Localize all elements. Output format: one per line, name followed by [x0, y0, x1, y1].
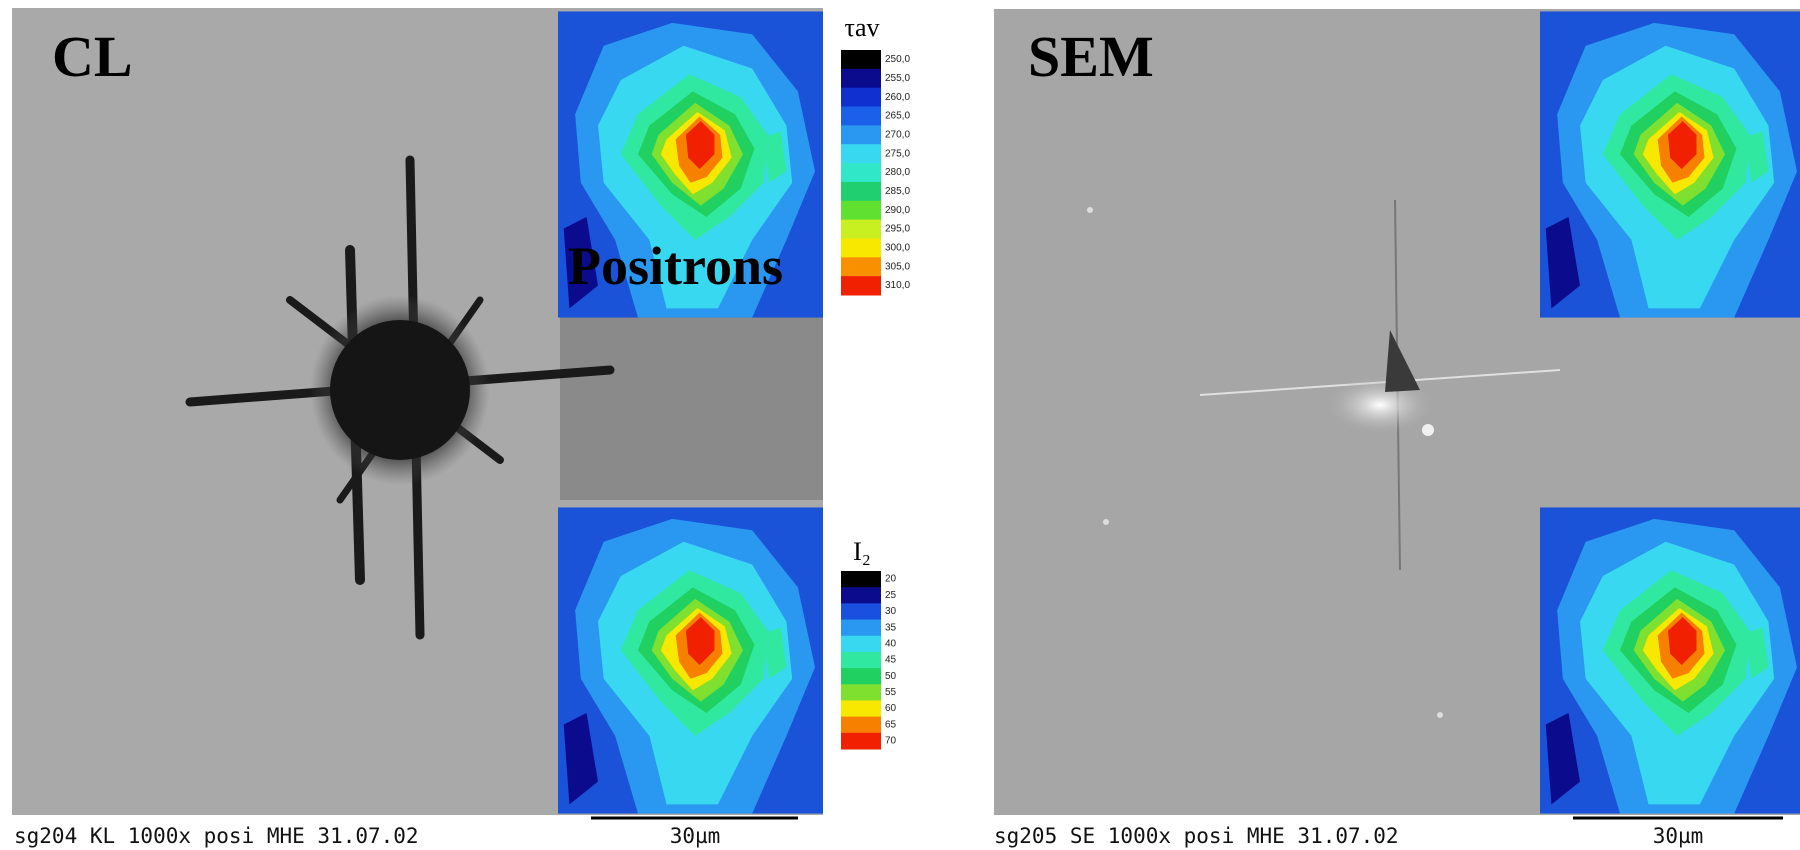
scale-label: 30µm [1653, 824, 1704, 848]
colorbar-label: 20 [885, 574, 897, 585]
colorbar-band [841, 257, 881, 276]
colorbar-band [841, 620, 881, 637]
colorbar-label: 25 [885, 590, 897, 601]
colorbar-label: 30 [885, 606, 897, 617]
colorbar-band [841, 50, 881, 69]
panel-label: SEM [1028, 24, 1154, 89]
contour-map [1540, 11, 1800, 317]
colorbar-label: 70 [885, 736, 897, 747]
colorbar-band [841, 571, 881, 588]
colorbar-band [841, 238, 881, 257]
colorbar-label: 260,0 [885, 92, 910, 103]
colorbar-band [841, 107, 881, 126]
colorbar-band [841, 652, 881, 669]
colorbar-label: 280,0 [885, 167, 910, 178]
colorbar-label: 300,0 [885, 243, 910, 254]
colorbar-band [841, 717, 881, 734]
colorbar-label: 305,0 [885, 261, 910, 272]
colorbar-band [841, 684, 881, 701]
colorbar-band [841, 125, 881, 144]
colorbar-label: 290,0 [885, 205, 910, 216]
colorbar-band [841, 733, 881, 750]
inset-label: Positrons [568, 236, 783, 296]
caption: sg205 SE 1000x posi MHE 31.07.02 [994, 824, 1399, 848]
figure: CL SEM Positrons sg204 KL 1000x posi MHE… [0, 0, 1800, 850]
colorbar-band [841, 668, 881, 685]
colorbar-label: 250,0 [885, 54, 910, 65]
colorbar-band [841, 88, 881, 107]
colorbar-label: 65 [885, 719, 897, 730]
colorbar-label: 60 [885, 703, 897, 714]
colorbar-band [841, 201, 881, 220]
contour-map [1540, 507, 1800, 813]
colorbar-band [841, 587, 881, 604]
colorbar-title: τav [845, 13, 880, 42]
colorbar-label: 55 [885, 687, 897, 698]
colorbar-label: 35 [885, 622, 897, 633]
colorbar-band [841, 163, 881, 182]
colorbar-label: 45 [885, 655, 897, 666]
panel-label: CL [52, 24, 133, 89]
colorbar-title: I₂ [853, 537, 871, 566]
colorbar-label: 265,0 [885, 111, 910, 122]
colorbar-band [841, 182, 881, 201]
colorbar-band [841, 636, 881, 653]
colorbar-band [841, 276, 881, 295]
colorbar-label: 50 [885, 671, 897, 682]
colorbar-band [841, 69, 881, 88]
colorbar-band [841, 700, 881, 717]
contour-map [558, 507, 823, 813]
colorbar-label: 270,0 [885, 129, 910, 140]
colorbar-label: 285,0 [885, 186, 910, 197]
colorbar-label: 255,0 [885, 73, 910, 84]
colorbar-label: 310,0 [885, 280, 910, 291]
colorbar-label: 275,0 [885, 148, 910, 159]
colorbar-band [841, 220, 881, 239]
caption: sg204 KL 1000x posi MHE 31.07.02 [14, 824, 419, 848]
scale-label: 30µm [670, 824, 721, 848]
colorbar-label: 40 [885, 638, 897, 649]
colorbar-label: 295,0 [885, 224, 910, 235]
colorbar-band [841, 144, 881, 163]
colorbar-band [841, 603, 881, 620]
